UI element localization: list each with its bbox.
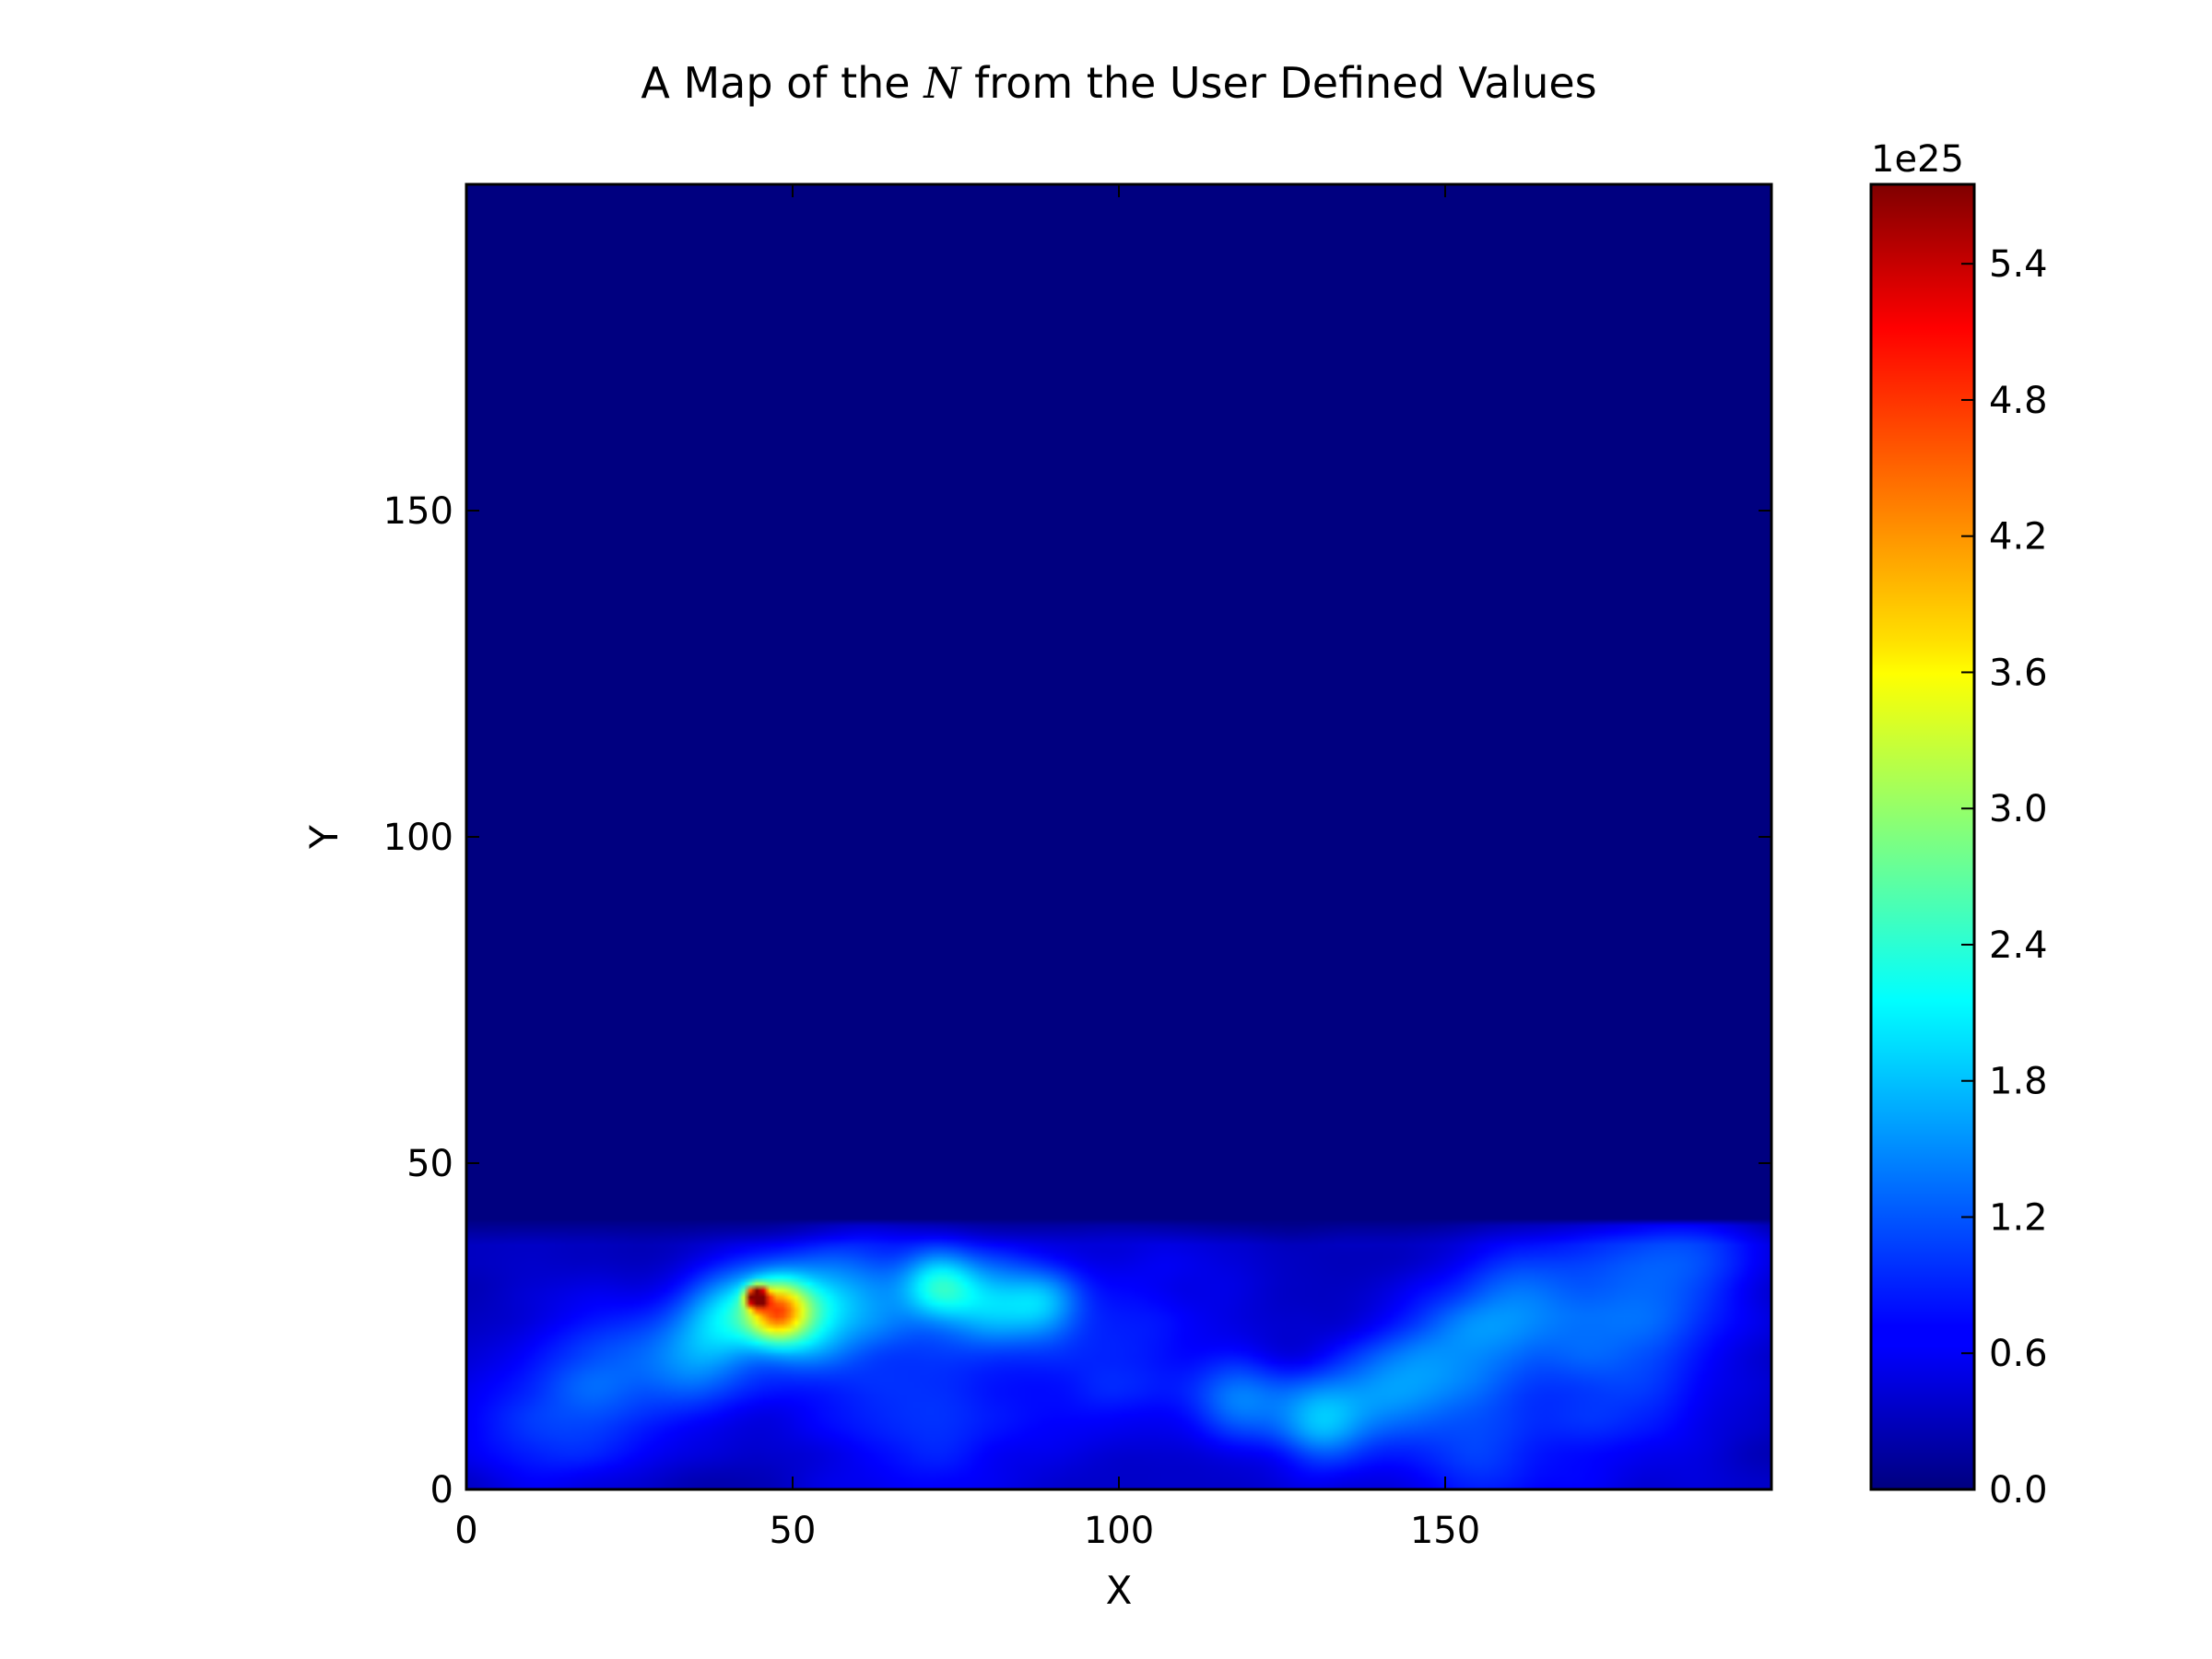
x-tick-label: 50 <box>770 1510 817 1552</box>
colorbar-tick-label: 0.0 <box>1989 1469 2048 1512</box>
colorbar-tick-label: 0.6 <box>1989 1333 2048 1375</box>
x-tick-label: 100 <box>1084 1510 1154 1552</box>
plot-area <box>466 184 1771 1489</box>
heatmap-image <box>466 184 1771 1489</box>
colorbar-tick-label: 3.6 <box>1989 652 2048 694</box>
colorbar <box>1869 182 1976 1491</box>
y-tick-label: 100 <box>383 817 453 859</box>
x-tick-label: 150 <box>1410 1510 1480 1552</box>
chart-title: A Map of the N from the User Defined Val… <box>641 58 1596 108</box>
colorbar-ticks: 0.0 0.6 1.2 1.8 2.4 3.0 3.6 4.2 4.8 5.4 <box>1961 243 2048 1512</box>
y-tick-label: 50 <box>406 1143 453 1185</box>
x-axis-label: X <box>1106 1568 1133 1613</box>
x-tick-label: 0 <box>454 1510 477 1552</box>
colorbar-tick-label: 1.8 <box>1989 1061 2048 1103</box>
colorbar-tick-label: 5.4 <box>1989 243 2048 286</box>
colorbar-tick-label: 2.4 <box>1989 924 2048 967</box>
y-tick-label: 0 <box>430 1469 453 1512</box>
colorbar-tick-label: 4.2 <box>1989 516 2048 559</box>
x-axis-ticks: 0 50 100 150 <box>454 184 1480 1552</box>
colorbar-tick-label: 4.8 <box>1989 380 2048 422</box>
colorbar-multiplier: 1e25 <box>1871 138 1964 181</box>
y-axis-ticks: 0 50 100 150 <box>383 490 1771 1512</box>
colorbar-tick-label: 1.2 <box>1989 1196 2048 1239</box>
colorbar-tick-label: 3.0 <box>1989 788 2048 830</box>
y-axis-label: Y <box>301 825 347 850</box>
y-tick-label: 150 <box>383 490 453 533</box>
